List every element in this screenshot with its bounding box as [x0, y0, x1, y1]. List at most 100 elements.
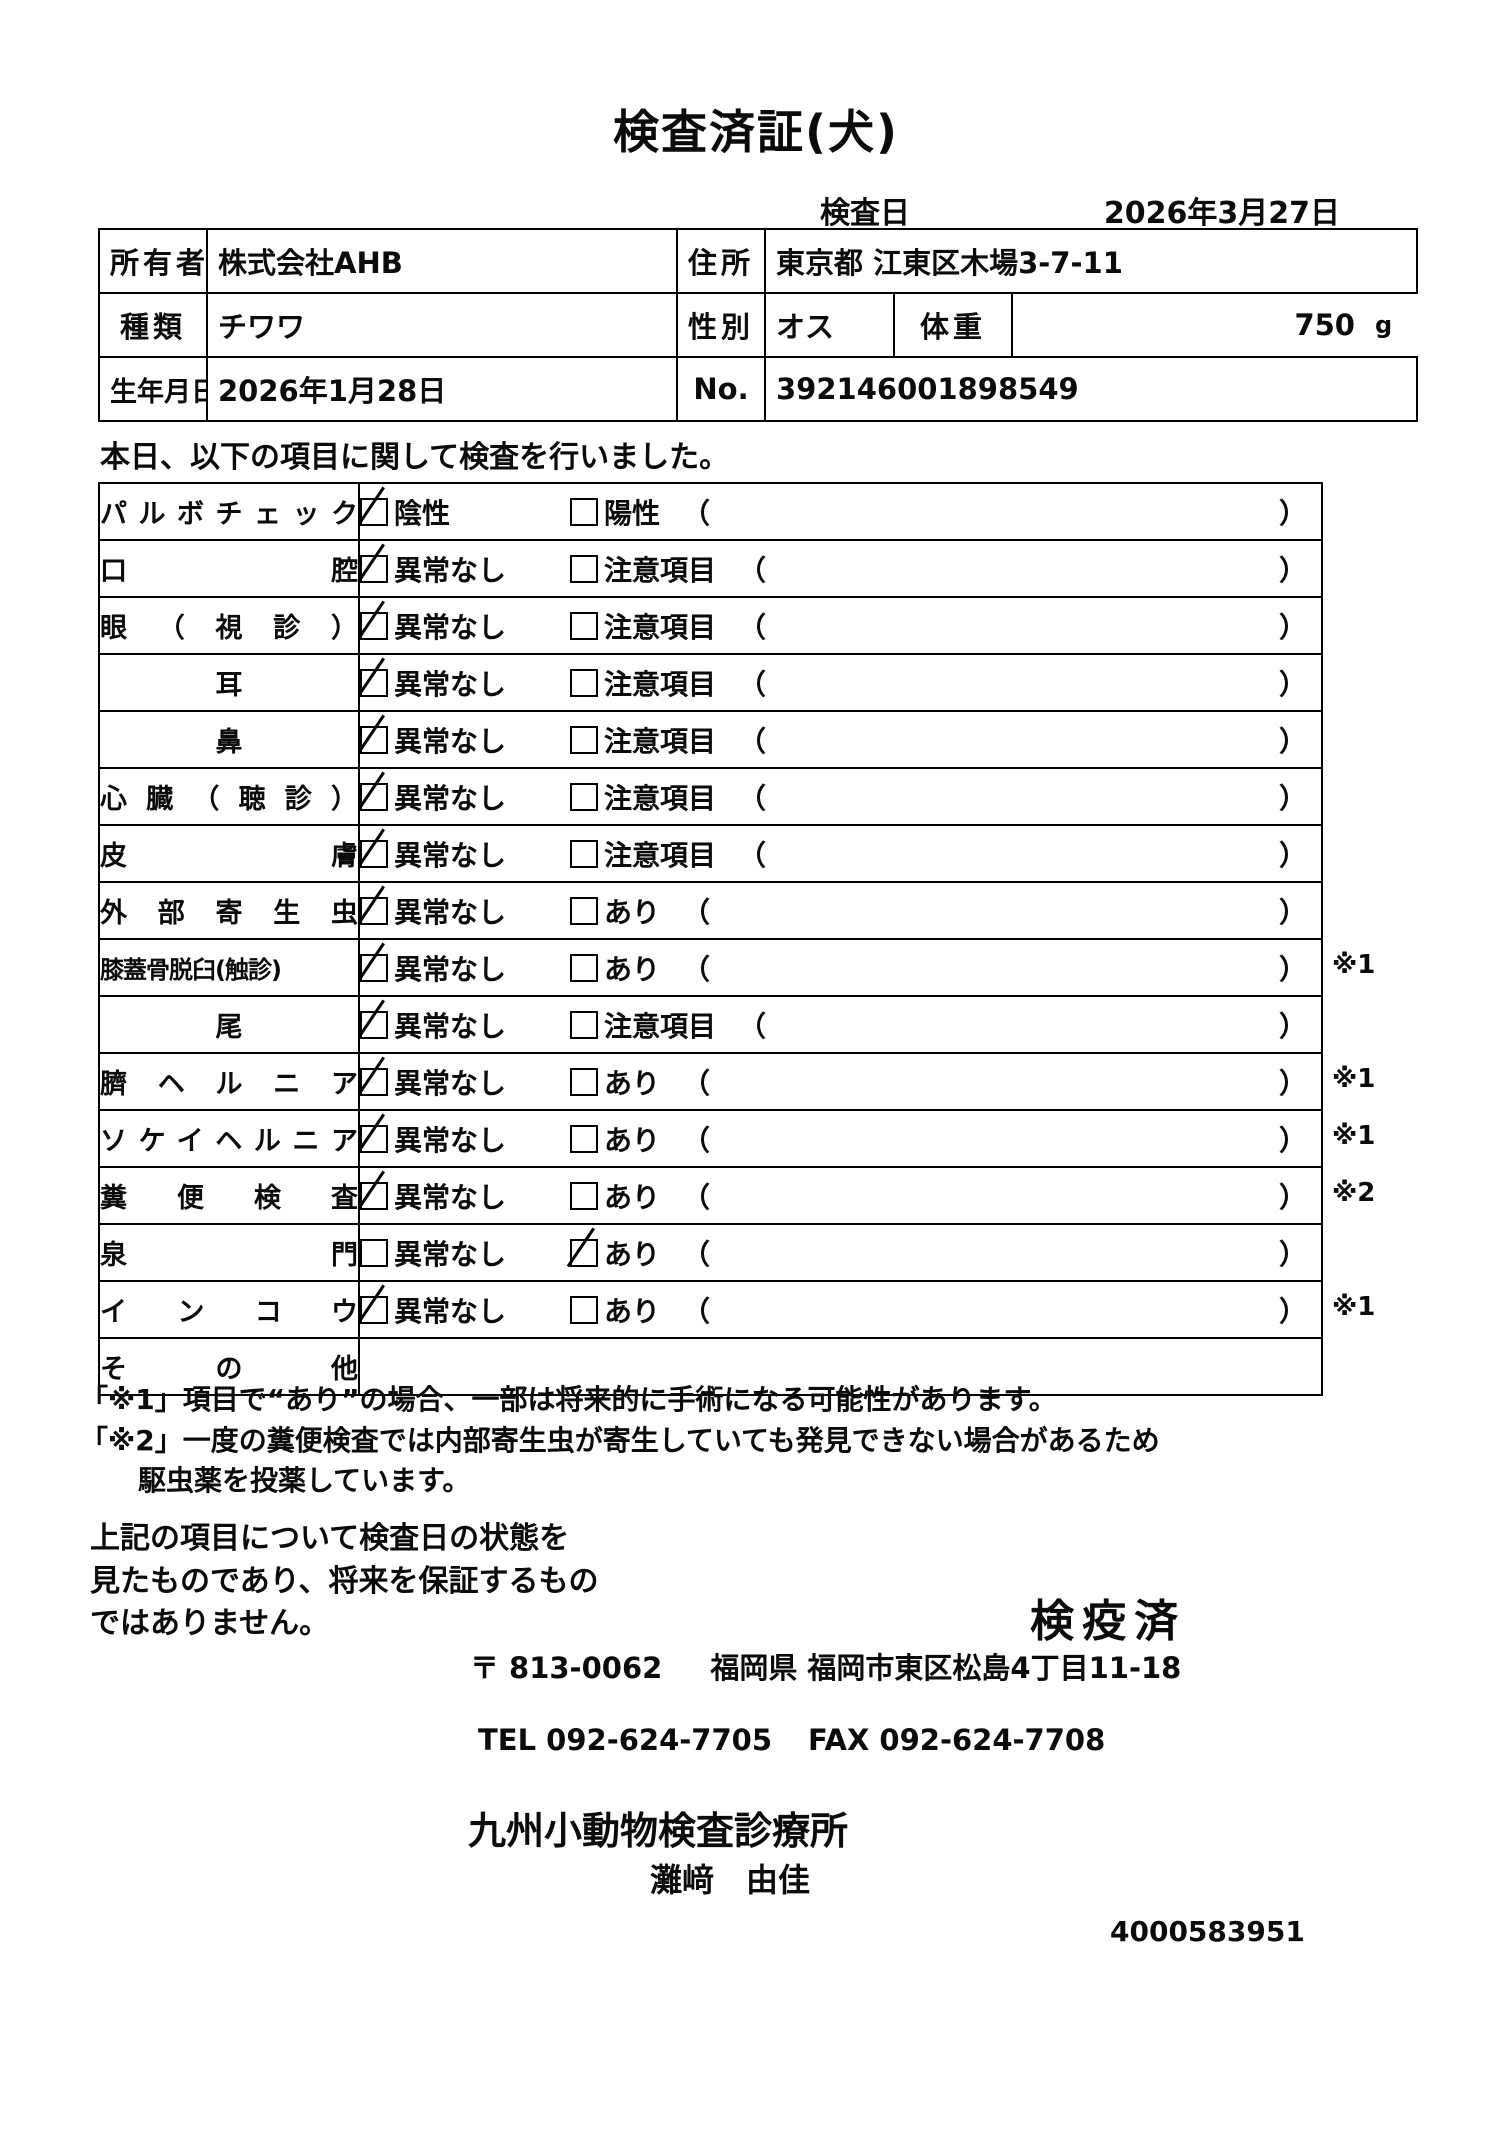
checklist-row: 泉 門異常なし あり （ ） — [98, 1223, 1323, 1282]
postal-mark-icon: 〒 — [470, 1651, 500, 1685]
checkbox-option-b[interactable]: 陽性 — [570, 492, 660, 532]
checkbox-icon[interactable] — [361, 1238, 388, 1267]
checkbox-option-a[interactable]: 異常なし — [361, 1062, 570, 1102]
checklist-row: パルボチェック 陰性 陽性 （ ） — [98, 482, 1323, 541]
option-b-label: あり — [604, 952, 661, 986]
checked-checkbox-icon[interactable] — [361, 782, 388, 811]
remark-paren-close: ） — [1278, 838, 1307, 872]
weight-label: 体重 — [894, 294, 1013, 356]
checklist-note-marker: ※2 — [1332, 1178, 1376, 1208]
checkbox-option-a[interactable]: 異常なし — [361, 948, 570, 988]
checkbox-option-b[interactable]: 注意項目 — [570, 1005, 716, 1045]
checklist-item-label: パルボチェック — [98, 482, 360, 541]
checkbox-icon[interactable] — [570, 668, 598, 697]
other-value-field[interactable] — [358, 1337, 1323, 1396]
checkbox-option-b[interactable]: 注意項目 — [570, 606, 716, 646]
checkbox-option-a[interactable]: 異常なし — [361, 1176, 570, 1216]
checkbox-icon[interactable] — [570, 611, 598, 640]
checkbox-option-b[interactable]: あり — [570, 1233, 660, 1273]
checkbox-option-a[interactable]: 異常なし — [361, 663, 570, 703]
option-b-label: 注意項目 — [604, 667, 717, 701]
checkbox-option-a[interactable]: 異常なし — [361, 777, 570, 817]
checklist-item-label: 耳 — [98, 653, 360, 712]
checked-checkbox-icon[interactable] — [361, 896, 388, 925]
disclaimer-line-3: ではありません。 — [90, 1606, 330, 1642]
checkbox-icon[interactable] — [570, 1124, 598, 1153]
veterinarian-name: 灘﨑 由佳 — [650, 1861, 811, 1899]
checked-checkbox-icon[interactable] — [361, 1181, 388, 1210]
info-row-breed: 種類 チワワ 性別 オス 体重 750 g — [98, 292, 1417, 358]
checkbox-icon[interactable] — [570, 1067, 598, 1096]
checked-checkbox-icon[interactable] — [361, 668, 388, 697]
checkbox-icon[interactable] — [570, 953, 598, 982]
checkbox-option-a[interactable]: 異常なし — [361, 606, 570, 646]
checkbox-option-b[interactable]: あり — [570, 1290, 660, 1330]
remark-paren-close: ） — [1278, 895, 1307, 929]
checked-checkbox-icon[interactable] — [570, 1238, 598, 1267]
checkbox-icon[interactable] — [570, 1181, 598, 1210]
option-b-label: 陽性 — [604, 496, 661, 530]
checklist-row: 心臓（聴診） 異常なし 注意項目 （ ） — [98, 767, 1323, 826]
checkbox-option-b[interactable]: 注意項目 — [570, 777, 716, 817]
checkbox-option-a[interactable]: 異常なし — [361, 834, 570, 874]
checkbox-icon[interactable] — [570, 896, 598, 925]
checked-checkbox-icon[interactable] — [361, 611, 388, 640]
checkbox-option-b[interactable]: あり — [570, 948, 660, 988]
checkbox-option-b[interactable]: 注意項目 — [570, 549, 716, 589]
checklist-item-label: 膝蓋骨脱臼(触診) — [98, 938, 360, 997]
option-b-label: あり — [604, 895, 661, 929]
option-a-label: 異常なし — [394, 1123, 507, 1157]
checked-checkbox-icon[interactable] — [361, 953, 388, 982]
checklist-item-options: 異常なし 注意項目 （ ） — [358, 653, 1323, 712]
checkbox-option-a[interactable]: 異常なし — [361, 1290, 570, 1330]
checked-checkbox-icon[interactable] — [361, 725, 388, 754]
checkbox-option-b[interactable]: あり — [570, 1176, 660, 1216]
remark-paren-close: ） — [1278, 952, 1307, 986]
checkbox-option-a[interactable]: 異常なし — [361, 1233, 570, 1273]
checkbox-icon[interactable] — [570, 725, 598, 754]
checklist-item-options: 異常なし 注意項目 （ ） — [358, 596, 1323, 655]
checkbox-option-a[interactable]: 陰性 — [361, 492, 570, 532]
checkbox-icon[interactable] — [570, 839, 598, 868]
checkbox-icon[interactable] — [570, 554, 598, 583]
checkbox-option-b[interactable]: あり — [570, 891, 660, 931]
checked-checkbox-icon[interactable] — [361, 839, 388, 868]
checkbox-icon[interactable] — [570, 497, 598, 526]
checkbox-icon[interactable] — [570, 1010, 598, 1039]
checked-checkbox-icon[interactable] — [361, 1010, 388, 1039]
remark-paren-close: ） — [1278, 1180, 1307, 1214]
checkbox-option-b[interactable]: 注意項目 — [570, 834, 716, 874]
remark-paren-close: ） — [1278, 667, 1307, 701]
owner-label: 所有者 — [98, 228, 208, 294]
checklist-note-marker: ※1 — [1332, 1121, 1376, 1151]
checkbox-option-b[interactable]: あり — [570, 1062, 660, 1102]
checkbox-option-b[interactable]: あり — [570, 1119, 660, 1159]
checklist-note-marker: ※1 — [1332, 950, 1376, 980]
checked-checkbox-icon[interactable] — [361, 554, 388, 583]
option-a-label: 異常なし — [394, 895, 507, 929]
birth-value: 2026年1月28日 — [206, 356, 678, 422]
checked-checkbox-icon[interactable] — [361, 1295, 388, 1324]
checkbox-option-a[interactable]: 異常なし — [361, 720, 570, 760]
checkbox-option-a[interactable]: 異常なし — [361, 1119, 570, 1159]
checked-checkbox-icon[interactable] — [361, 497, 388, 526]
checklist-row: 口 腔異常なし 注意項目 （ ） — [98, 539, 1323, 598]
option-a-label: 異常なし — [394, 610, 507, 644]
checked-checkbox-icon[interactable] — [361, 1124, 388, 1153]
checklist-item-options: 異常なし あり （ ） — [358, 938, 1323, 997]
checklist-item-options: 異常なし あり （ ） — [358, 1052, 1323, 1111]
remark-paren-open: （ — [682, 496, 711, 530]
checkbox-option-a[interactable]: 異常なし — [361, 549, 570, 589]
exam-date-label: 検査日 — [820, 196, 910, 231]
checkbox-option-b[interactable]: 注意項目 — [570, 663, 716, 703]
checked-checkbox-icon[interactable] — [361, 1067, 388, 1096]
checklist-item-options: 異常なし 注意項目 （ ） — [358, 710, 1323, 769]
checklist-row: 糞便検査 異常なし あり （ ） — [98, 1166, 1323, 1225]
checklist-row: 皮 膚異常なし 注意項目 （ ） — [98, 824, 1323, 883]
checkbox-icon[interactable] — [570, 782, 598, 811]
checkbox-option-a[interactable]: 異常なし — [361, 1005, 570, 1045]
checkbox-icon[interactable] — [570, 1295, 598, 1324]
checkbox-option-a[interactable]: 異常なし — [361, 891, 570, 931]
checklist-item-label: 糞便検査 — [98, 1166, 360, 1225]
checkbox-option-b[interactable]: 注意項目 — [570, 720, 716, 760]
